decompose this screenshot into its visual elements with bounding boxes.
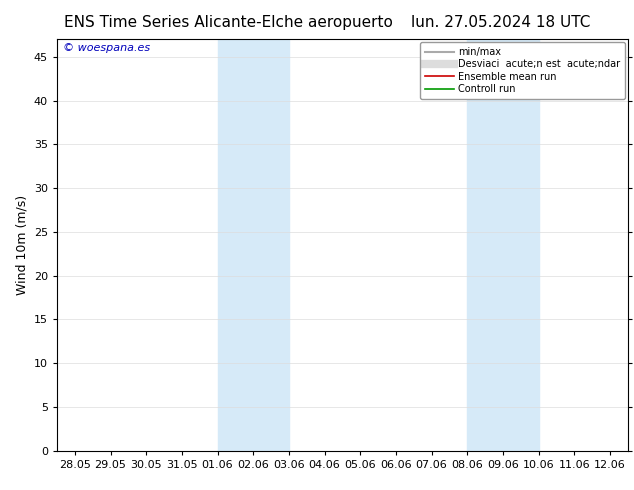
Text: lun. 27.05.2024 18 UTC: lun. 27.05.2024 18 UTC [411,15,590,30]
Legend: min/max, Desviaci  acute;n est  acute;ndar, Ensemble mean run, Controll run: min/max, Desviaci acute;n est acute;ndar… [420,42,624,99]
Bar [217,39,289,451]
Y-axis label: Wind 10m (m/s): Wind 10m (m/s) [15,195,29,295]
Text: © woespana.es: © woespana.es [63,43,150,53]
Bar [467,39,538,451]
Text: ENS Time Series Alicante-Elche aeropuerto: ENS Time Series Alicante-Elche aeropuert… [64,15,392,30]
